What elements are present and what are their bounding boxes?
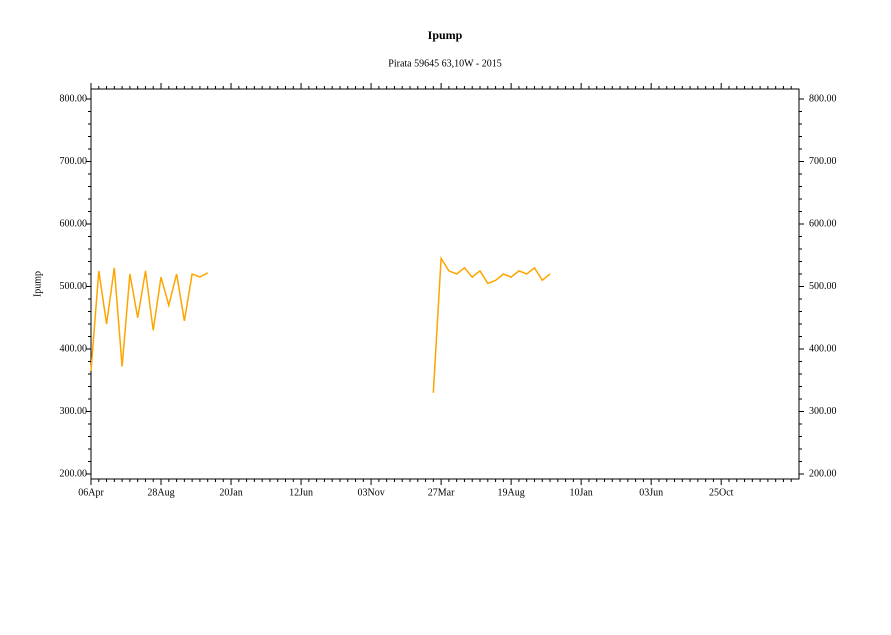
y-tick-label: 500.00 <box>60 281 88 292</box>
x-tick-label: 03Jun <box>639 487 663 498</box>
y-tick-label: 200.00 <box>60 468 88 479</box>
y-tick-label-right: 600.00 <box>809 218 837 229</box>
chart-subtitle: Pirata 59645 63,10W - 2015 <box>388 58 501 69</box>
y-tick-label-right: 800.00 <box>809 93 837 104</box>
y-tick-label-right: 400.00 <box>809 343 837 354</box>
x-tick-label: 10Jan <box>569 487 592 498</box>
y-tick-label: 800.00 <box>60 93 88 104</box>
y-tick-label-right: 700.00 <box>809 156 837 167</box>
x-tick-label: 27Mar <box>428 487 455 498</box>
y-tick-label: 300.00 <box>60 406 88 417</box>
x-tick-label: 19Aug <box>498 487 525 498</box>
x-tick-label: 03Nov <box>357 487 384 498</box>
chart-title: Ipump <box>428 28 463 42</box>
x-tick-label: 25Oct <box>709 487 734 498</box>
y-tick-label-right: 300.00 <box>809 406 837 417</box>
x-tick-label: 28Aug <box>147 487 174 498</box>
y-tick-label: 400.00 <box>60 343 88 354</box>
plot-frame <box>90 88 800 480</box>
y-axis-label: Ipump <box>32 271 43 297</box>
y-tick-label: 700.00 <box>60 156 88 167</box>
y-tick-label-right: 200.00 <box>809 468 837 479</box>
data-line <box>90 256 551 393</box>
y-tick-label: 600.00 <box>60 218 88 229</box>
x-tick-label: 06Apr <box>78 487 104 498</box>
x-tick-label: 12Jun <box>289 487 313 498</box>
y-tick-label-right: 500.00 <box>809 281 837 292</box>
x-tick-label: 20Jan <box>219 487 242 498</box>
